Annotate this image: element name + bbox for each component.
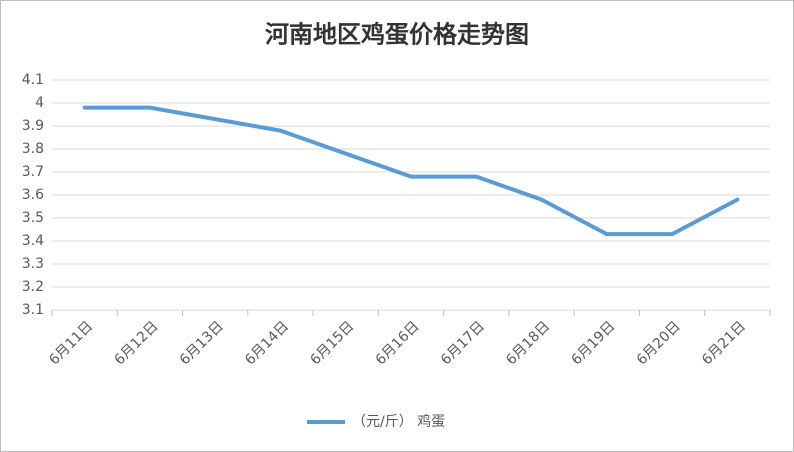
chart-title: 河南地区鸡蛋价格走势图 — [265, 20, 529, 49]
y-tick-label: 4.1 — [22, 72, 44, 88]
data-line — [82, 105, 740, 237]
y-tick-label: 3.6 — [22, 187, 44, 203]
y-tick-label: 3.5 — [22, 210, 44, 226]
y-tick-label: 3.2 — [22, 279, 44, 295]
y-tick-label: 3.7 — [22, 164, 44, 180]
legend-label: （元/斤） 鸡蛋 — [352, 413, 445, 430]
y-tick-label: 3.1 — [22, 302, 44, 318]
y-tick-label: 3.9 — [22, 118, 44, 134]
y-tick-label: 4 — [35, 95, 44, 111]
y-tick-label: 3.8 — [22, 141, 44, 157]
y-tick-label: 3.4 — [22, 233, 44, 249]
y-tick-label: 3.3 — [22, 256, 44, 272]
